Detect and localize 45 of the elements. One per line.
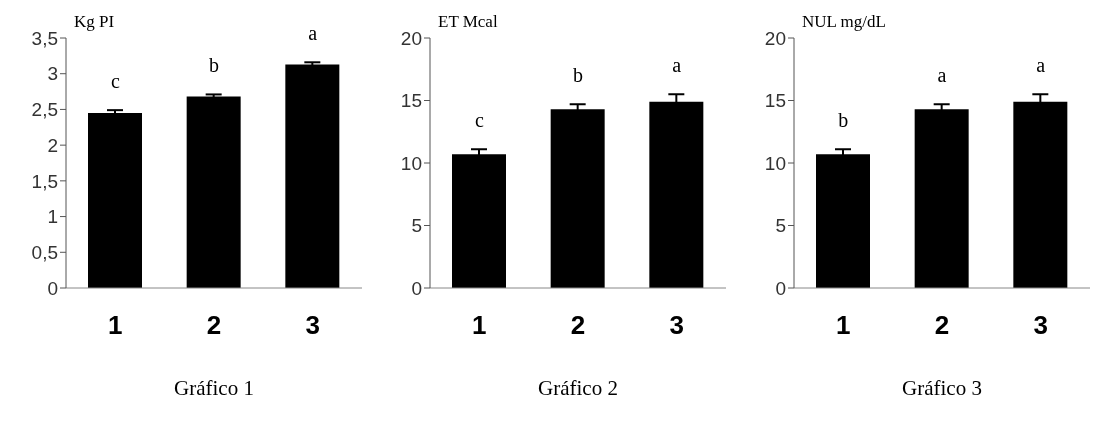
bar <box>186 96 241 288</box>
annotation: a <box>308 22 318 45</box>
x-tick-label: 2 <box>206 310 222 341</box>
x-tick-label: 3 <box>669 310 684 341</box>
y-tick-label: 3,5 <box>31 27 58 49</box>
x-tick-label: 2 <box>934 310 950 341</box>
x-tick-label: 1 <box>836 310 851 341</box>
y-tick-label: 0,5 <box>31 242 58 264</box>
y-tick-label: 3 <box>47 63 58 85</box>
y-axis-title: NUL mg/dL <box>802 12 886 32</box>
y-tick-label: 15 <box>400 90 422 112</box>
y-tick-label: 5 <box>775 215 786 237</box>
y-tick-label: 0 <box>411 277 422 299</box>
annotation: a <box>937 64 947 87</box>
annotation: b <box>573 64 583 87</box>
y-tick-label: 1,5 <box>31 170 58 192</box>
y-tick-label: 15 <box>764 90 786 112</box>
annotation: c <box>110 70 120 93</box>
x-tick-label: 1 <box>472 310 487 341</box>
y-axis-title: Kg PI <box>74 12 115 32</box>
bar <box>285 64 340 288</box>
text: Gráfico 1 <box>173 376 255 401</box>
y-tick-label: 20 <box>400 27 422 49</box>
annotation: a <box>1036 54 1046 77</box>
annotation: b <box>838 109 849 132</box>
y-tick-label: 2 <box>47 134 58 156</box>
y-axis-title: ET Mcal <box>438 12 498 32</box>
x-tick-label: 3 <box>305 310 320 341</box>
x-tick-label: 1 <box>108 310 123 341</box>
y-tick-label: 0 <box>47 277 58 299</box>
y-tick-label: 0 <box>775 277 786 299</box>
bar <box>88 113 142 288</box>
y-tick-label: 10 <box>400 152 422 174</box>
y-tick-label: 5 <box>411 215 422 237</box>
text: Gráfico 3 <box>901 376 983 401</box>
annotation: c <box>474 109 484 132</box>
x-tick-label: 3 <box>1033 310 1048 341</box>
y-tick-label: 20 <box>764 27 786 49</box>
y-tick-label: 1 <box>47 206 58 228</box>
annotation: b <box>209 54 219 77</box>
y-tick-label: 10 <box>764 152 786 174</box>
text: Gráfico 2 <box>537 376 619 401</box>
y-tick-label: 2,5 <box>31 99 58 121</box>
annotation: a <box>672 54 682 77</box>
x-tick-label: 2 <box>570 310 586 341</box>
